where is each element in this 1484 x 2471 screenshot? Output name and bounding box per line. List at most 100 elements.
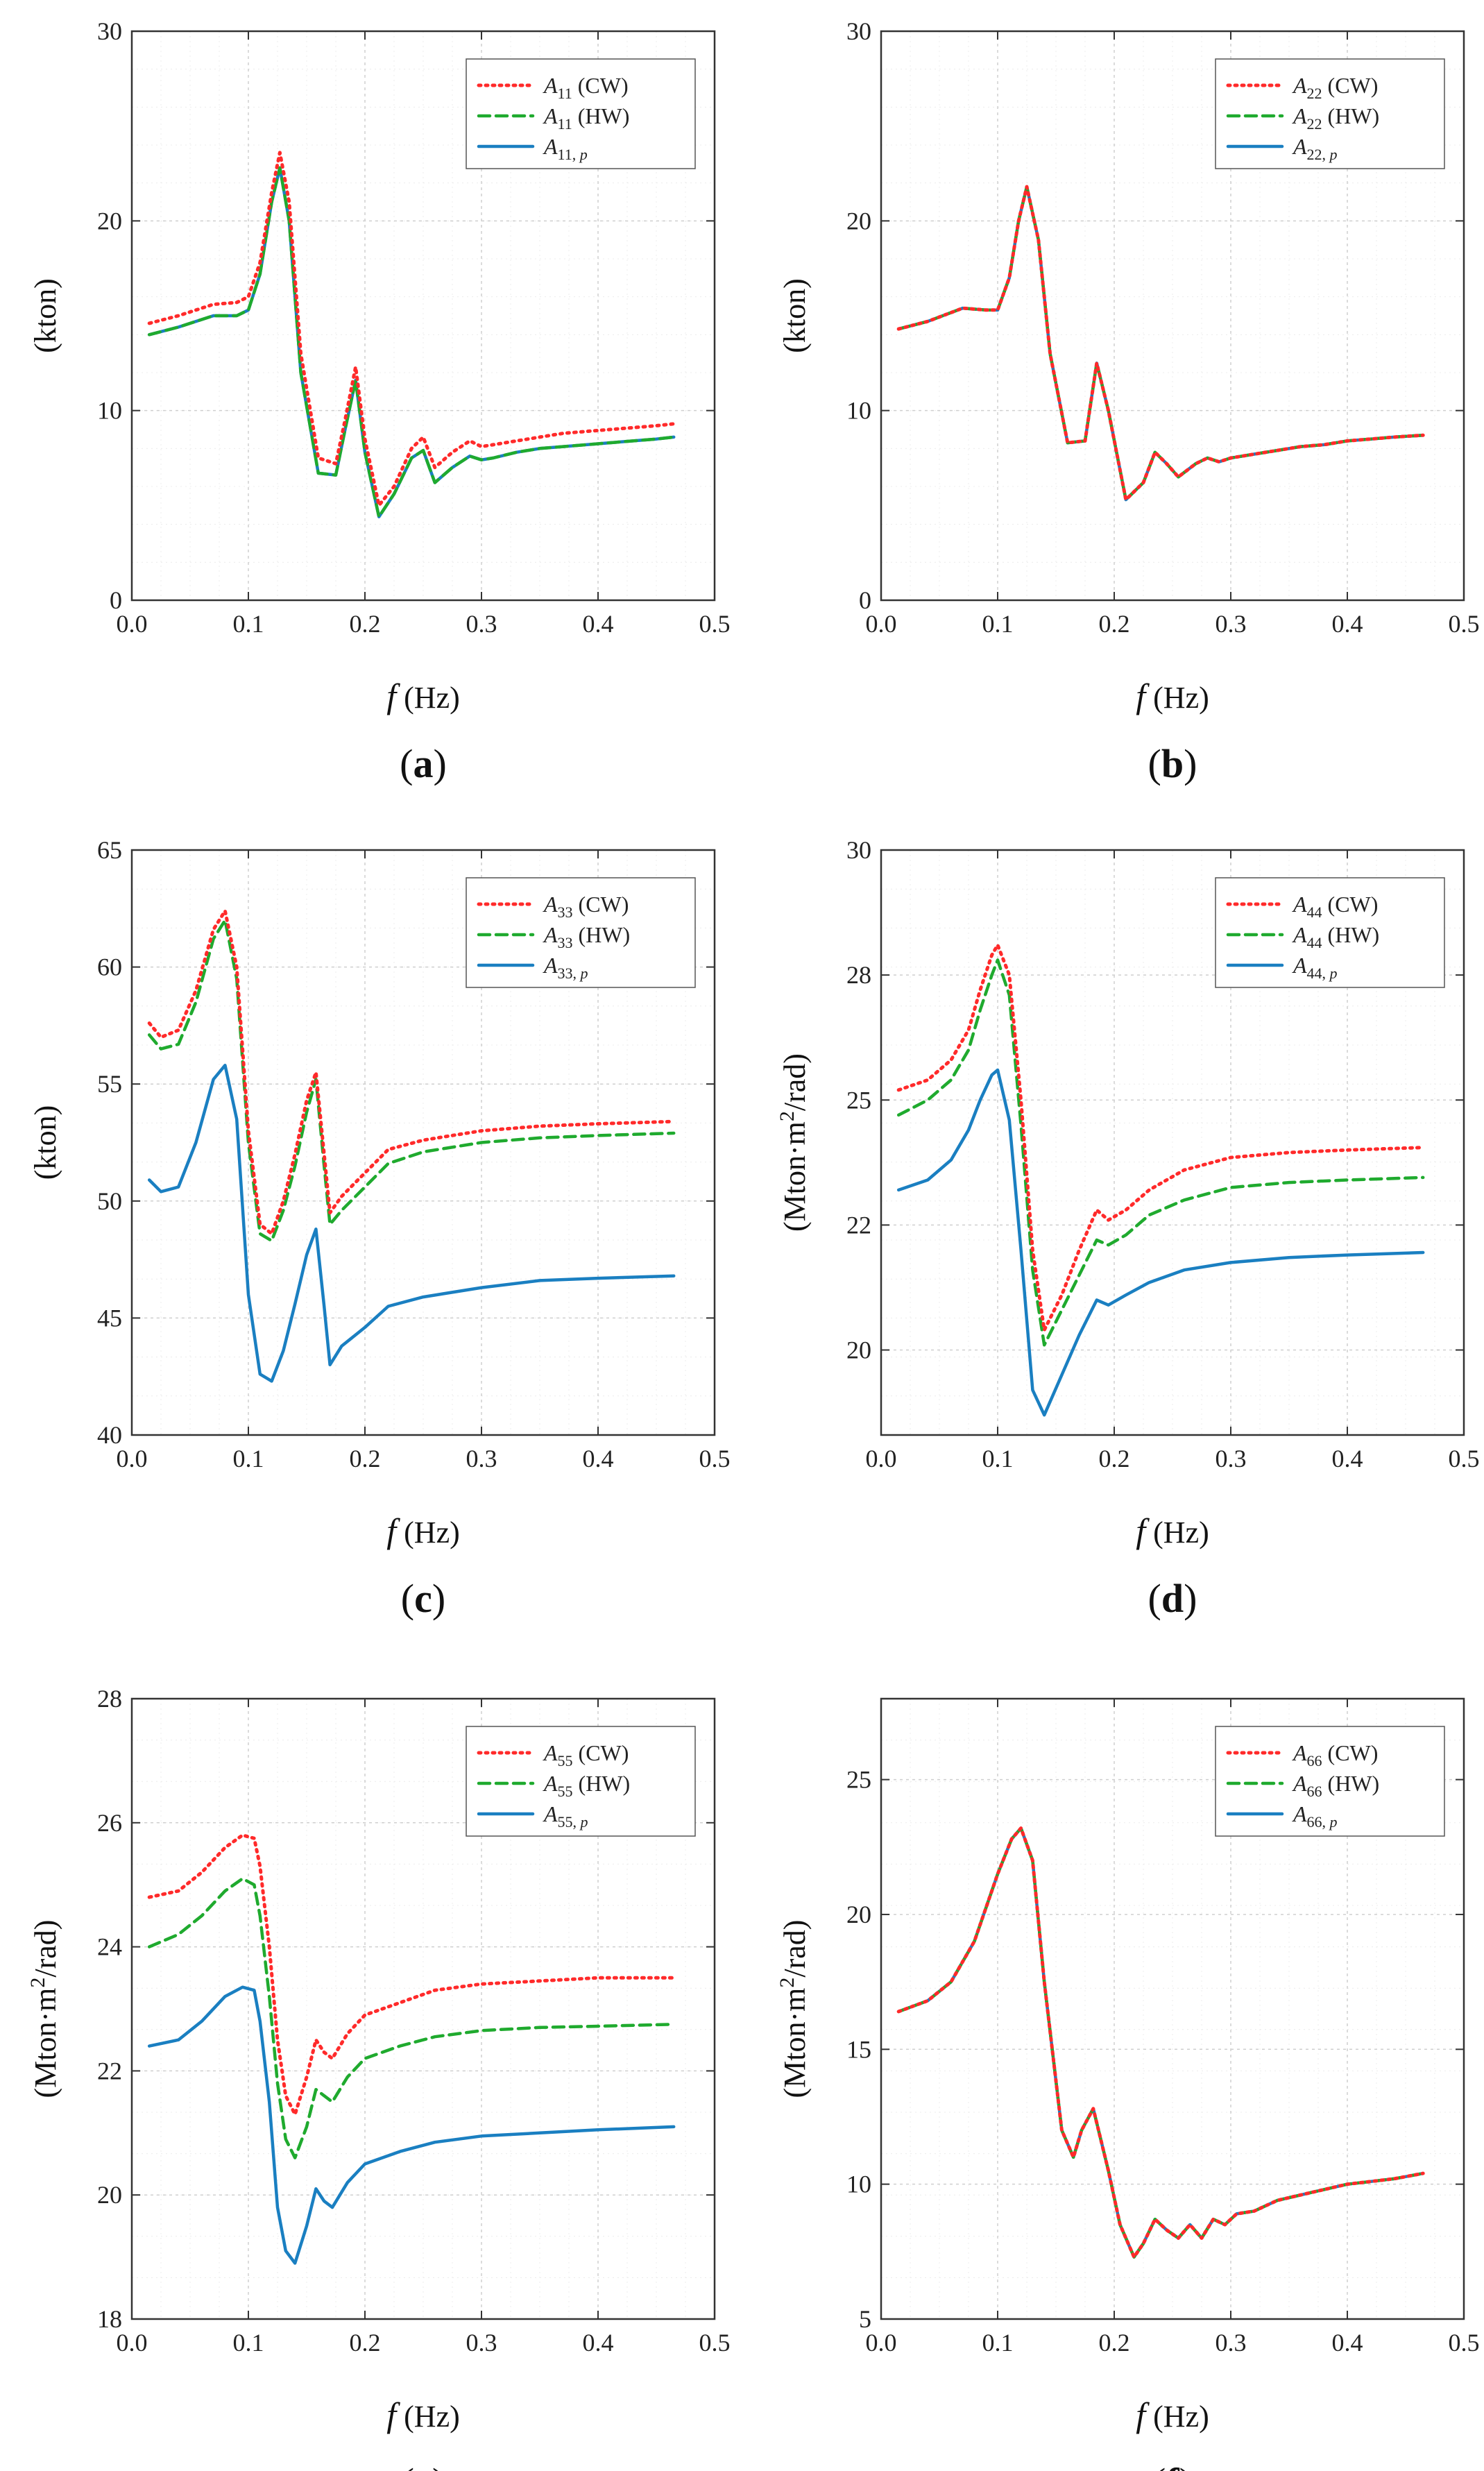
x-tick-label: 0.2: [350, 1445, 381, 1472]
plot-frame: [130, 849, 716, 1436]
y-tick-label: 20: [846, 1901, 871, 1928]
x-axis-label: f (Hz): [1136, 1511, 1209, 1550]
series-line-hw: [147, 1877, 676, 2159]
series-line-hw: [896, 958, 1425, 1347]
x-tick-label: 0.1: [982, 1445, 1014, 1472]
legend-label-p: A11, p: [543, 134, 588, 163]
y-axis-label: (kton): [778, 278, 812, 353]
y-tick-label: 28: [846, 961, 871, 989]
x-tick-label: 0.4: [583, 2329, 614, 2357]
series-line-cw: [147, 151, 676, 507]
x-axis-label: f (Hz): [386, 2395, 460, 2434]
x-tick-label: 0.3: [1216, 2329, 1247, 2357]
legend-label-p: A33, p: [543, 953, 588, 982]
series-line-p: [896, 1068, 1425, 1417]
legend-box: [466, 1726, 696, 1837]
y-tick-label: 26: [97, 1809, 122, 1837]
y-tick-label: 5: [859, 2305, 871, 2333]
chart-d: 0.0 0.1 0.2 0.3 0.4 0.5 20 22 25 28 30 (Mton·m2/rad…: [776, 836, 1480, 1621]
series-line-cw: [896, 943, 1425, 1332]
legend: A44 (CW)A44 (HW)A44, p: [1215, 877, 1445, 988]
plot-frame: [880, 30, 1465, 602]
legend-label-cw: A33 (CW): [543, 892, 629, 921]
x-tick-label: 0.5: [1449, 2329, 1480, 2357]
x-tick-label: 0.3: [1216, 1445, 1247, 1472]
y-tick-label: 10: [846, 2171, 871, 2198]
y-tick-label: 30: [846, 836, 871, 864]
legend-label-p: A66, p: [1292, 1801, 1338, 1831]
plot-frame: [880, 849, 1465, 1436]
y-tick-label: 25: [846, 1086, 871, 1114]
series-line-cw: [896, 185, 1425, 502]
legend-label-cw: A66 (CW): [1292, 1740, 1378, 1769]
y-tick-label: 25: [846, 1766, 871, 1794]
chart-b: 0.0 0.1 0.2 0.3 0.4 0.5 0 10 20 30 (kton) f (Hz) (b)…: [778, 17, 1480, 786]
panel-caption: (d): [1148, 1576, 1197, 1621]
x-tick-label: 0.3: [466, 1445, 497, 1472]
y-tick-label: 45: [97, 1304, 122, 1332]
chart-c: 0.0 0.1 0.2 0.3 0.4 0.5 40 45 50 55 60 65 (kton) f (H…: [28, 836, 731, 1621]
series-line-cw: [147, 1833, 676, 2116]
series-line-p: [147, 166, 676, 518]
y-tick-label: 65: [97, 836, 122, 864]
y-axis-label: (Mton·m2/rad): [26, 1920, 63, 2098]
x-axis-label: f (Hz): [386, 677, 460, 715]
legend-box: [466, 877, 696, 988]
series-line-p: [147, 1063, 676, 1383]
legend-label-hw: A22 (HW): [1292, 103, 1379, 133]
y-tick-label: 55: [97, 1070, 122, 1098]
legend-label-hw: A33 (HW): [543, 922, 630, 951]
legend: A55 (CW)A55 (HW)A55, p: [466, 1726, 696, 1837]
y-tick-label: 60: [97, 953, 122, 981]
chart-e: 0.0 0.1 0.2 0.3 0.4 0.5 18 20 22 24 26 28 (Mton·m2/r…: [26, 1685, 731, 2471]
x-tick-label: 0.3: [466, 610, 497, 638]
x-tick-label: 0.1: [233, 610, 264, 638]
y-tick-label: 20: [846, 1336, 871, 1364]
y-tick-label: 18: [97, 2305, 122, 2333]
y-tick-label: 10: [97, 397, 122, 425]
x-tick-label: 0.4: [1332, 2329, 1363, 2357]
legend: A33 (CW)A33 (HW)A33, p: [466, 877, 696, 988]
legend: A66 (CW)A66 (HW)A66, p: [1215, 1726, 1445, 1837]
x-axis-label: f (Hz): [1136, 677, 1209, 715]
y-tick-label: 0: [859, 586, 871, 614]
series-line-hw: [896, 185, 1425, 502]
legend-label-hw: A11 (HW): [543, 103, 629, 133]
legend-box: [1215, 1726, 1445, 1837]
series-line-hw: [147, 918, 676, 1243]
x-tick-label: 0.5: [1449, 1445, 1480, 1472]
legend-label-cw: A11 (CW): [543, 73, 629, 102]
series-line-p: [147, 1985, 676, 2265]
series-line-p: [896, 185, 1425, 502]
x-tick-label: 0.5: [699, 2329, 731, 2357]
x-tick-label: 0.4: [583, 610, 614, 638]
x-tick-label: 0.0: [866, 2329, 897, 2357]
series-line-cw: [147, 909, 676, 1236]
panel-caption: (f): [1152, 2460, 1193, 2471]
y-axis-label: (kton): [28, 1105, 62, 1180]
legend-label-p: A22, p: [1292, 134, 1338, 163]
panel-caption: (e): [401, 2460, 445, 2471]
panel-caption: (c): [401, 1576, 445, 1621]
x-tick-label: 0.2: [1099, 610, 1130, 638]
series-line-cw: [896, 1826, 1425, 2259]
x-tick-label: 0.2: [350, 2329, 381, 2357]
x-tick-label: 0.0: [117, 1445, 148, 1472]
legend-label-hw: A66 (HW): [1292, 1771, 1379, 1800]
series-line-p: [896, 1826, 1425, 2259]
series-line-hw: [147, 166, 676, 518]
x-tick-label: 0.5: [1449, 610, 1480, 638]
x-tick-label: 0.1: [233, 1445, 264, 1472]
plot-frame: [880, 1697, 1465, 2320]
y-tick-label: 15: [846, 2035, 871, 2063]
legend-label-cw: A44 (CW): [1292, 892, 1378, 921]
y-axis-label: (Mton·m2/rad): [776, 1053, 812, 1232]
x-axis-label: f (Hz): [1136, 2395, 1209, 2434]
chart-a: 0.0 0.1 0.2 0.3 0.4 0.5 0 10 20 30 (kton) f (Hz) (a)…: [28, 17, 731, 786]
legend-label-hw: A44 (HW): [1292, 922, 1379, 951]
plot-frame: [130, 30, 716, 602]
legend: A22 (CW)A22 (HW)A22, p: [1215, 58, 1445, 169]
y-tick-label: 24: [97, 1933, 122, 1961]
y-tick-label: 0: [110, 586, 122, 614]
